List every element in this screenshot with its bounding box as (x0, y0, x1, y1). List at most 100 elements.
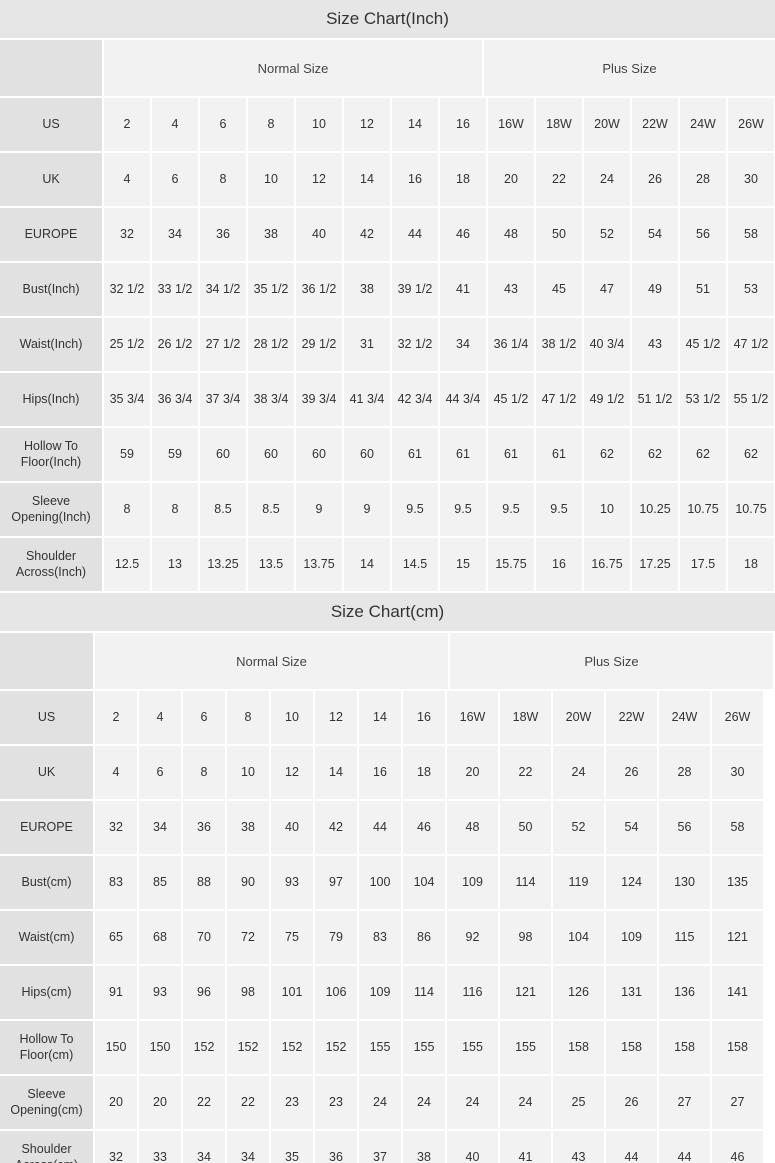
table-row: Hollow To Floor(Inch) 59 59 60 60 60 60 61 61 61 6… (0, 428, 775, 481)
table-cell: 12 (344, 98, 390, 151)
table-cell: 85 (139, 856, 181, 909)
table-row: Sleeve Opening(cm) 20 20 22 22 23 23 24 24 24 24 25… (0, 1076, 775, 1129)
table-cell: 49 (632, 263, 678, 316)
table-cell: 42 (315, 801, 357, 854)
table-cell: 158 (712, 1021, 763, 1074)
table-cell: 38 1/2 (536, 318, 582, 371)
table-cell: 41 (440, 263, 486, 316)
table-cell: 150 (139, 1021, 181, 1074)
table-cell: 98 (500, 911, 551, 964)
row-header-label: Hollow To Floor(cm) (0, 1021, 93, 1074)
table-cell: 40 3/4 (584, 318, 630, 371)
table-cell: 32 (104, 208, 150, 261)
table-cell: 38 (344, 263, 390, 316)
table-cell: 50 (536, 208, 582, 261)
table-cell: 13.5 (248, 538, 294, 591)
table-cell: 4 (95, 746, 137, 799)
table-cell: 10.75 (728, 483, 774, 536)
table-cell: 44 (392, 208, 438, 261)
table-cell: 42 3/4 (392, 373, 438, 426)
table-cell: 25 (553, 1076, 604, 1129)
table-cell: 30 (712, 746, 763, 799)
table-cell: 51 1/2 (632, 373, 678, 426)
table-cell: 8 (152, 483, 198, 536)
table-cell: 60 (344, 428, 390, 481)
table-cell: 53 1/2 (680, 373, 726, 426)
table-cell: 9 (296, 483, 342, 536)
table-cell: 155 (500, 1021, 551, 1074)
table-cell: 79 (315, 911, 357, 964)
table-row: EUROPE 32 34 36 38 40 42 44 46 48 50 52 54 56 58 (0, 208, 775, 261)
group-header-plus-size: Plus Size (484, 40, 775, 96)
table-cell: 46 (712, 1131, 763, 1163)
table-cell: 36 1/2 (296, 263, 342, 316)
table-cell: 40 (271, 801, 313, 854)
table-cell: 36 (200, 208, 246, 261)
group-header-row: Normal Size Plus Size (0, 40, 775, 96)
table-cell: 44 (359, 801, 401, 854)
table-cell: 97 (315, 856, 357, 909)
table-cell: 158 (659, 1021, 710, 1074)
table-cell: 17.5 (680, 538, 726, 591)
table-cell: 6 (139, 746, 181, 799)
table-cell: 152 (315, 1021, 357, 1074)
table-cell: 34 (183, 1131, 225, 1163)
group-header-normal-size: Normal Size (95, 633, 448, 689)
chart-title-cm: Size Chart(cm) (0, 593, 775, 631)
table-row: Waist(cm) 65 68 70 72 75 79 83 86 92 98 104 109 115 12… (0, 911, 775, 964)
table-cell: 20 (488, 153, 534, 206)
table-row: Hollow To Floor(cm) 150 150 152 152 152 152 155… (0, 1021, 775, 1074)
row-header-label: Hips(cm) (0, 966, 93, 1019)
table-cell: 15.75 (488, 538, 534, 591)
table-cell: 4 (139, 691, 181, 744)
table-cell: 61 (440, 428, 486, 481)
table-cell: 155 (359, 1021, 401, 1074)
table-cell: 68 (139, 911, 181, 964)
table-cell: 152 (271, 1021, 313, 1074)
table-cell: 24 (584, 153, 630, 206)
table-cell: 20W (584, 98, 630, 151)
table-cell: 60 (248, 428, 294, 481)
table-cell: 14 (359, 691, 401, 744)
table-cell: 33 1/2 (152, 263, 198, 316)
table-cell: 35 1/2 (248, 263, 294, 316)
table-cell: 56 (659, 801, 710, 854)
table-cell: 4 (152, 98, 198, 151)
table-row: Hips(cm) 91 93 96 98 101 106 109 114 116 121 126 131… (0, 966, 775, 1019)
table-cell: 26 (632, 153, 678, 206)
table-cell: 26 (606, 1076, 657, 1129)
table-cell: 124 (606, 856, 657, 909)
table-cell: 88 (183, 856, 225, 909)
table-cell: 16W (488, 98, 534, 151)
table-cell: 23 (271, 1076, 313, 1129)
table-cell: 12 (271, 746, 313, 799)
table-cell: 58 (728, 208, 774, 261)
table-cell: 41 (500, 1131, 551, 1163)
table-cell: 104 (553, 911, 604, 964)
row-header-label: Hollow To Floor(Inch) (0, 428, 102, 481)
table-cell: 106 (315, 966, 357, 1019)
table-cell: 26 1/2 (152, 318, 198, 371)
table-cell: 50 (500, 801, 551, 854)
table-cell: 34 (227, 1131, 269, 1163)
table-cell: 10 (296, 98, 342, 151)
table-cell: 96 (183, 966, 225, 1019)
table-cell: 27 1/2 (200, 318, 246, 371)
table-cell: 38 (403, 1131, 445, 1163)
row-header-label: Waist(Inch) (0, 318, 102, 371)
table-cell: 16 (359, 746, 401, 799)
table-cell: 34 (152, 208, 198, 261)
table-cell: 40 (296, 208, 342, 261)
table-cell: 13 (152, 538, 198, 591)
table-row: US 2 4 6 8 10 12 14 16 16W 18W 20W 22W 24W 26W (0, 98, 775, 151)
table-cell: 109 (359, 966, 401, 1019)
table-cell: 13.75 (296, 538, 342, 591)
table-cell: 33 (139, 1131, 181, 1163)
table-cell: 45 1/2 (680, 318, 726, 371)
table-cell: 16.75 (584, 538, 630, 591)
table-cell: 35 (271, 1131, 313, 1163)
table-cell: 24 (500, 1076, 551, 1129)
table-cell: 27 (659, 1076, 710, 1129)
table-cell: 10 (271, 691, 313, 744)
